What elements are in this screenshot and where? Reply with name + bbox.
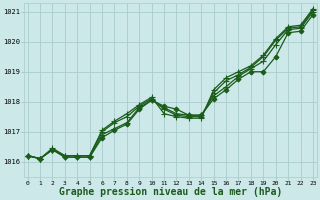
X-axis label: Graphe pression niveau de la mer (hPa): Graphe pression niveau de la mer (hPa) [59,187,282,197]
